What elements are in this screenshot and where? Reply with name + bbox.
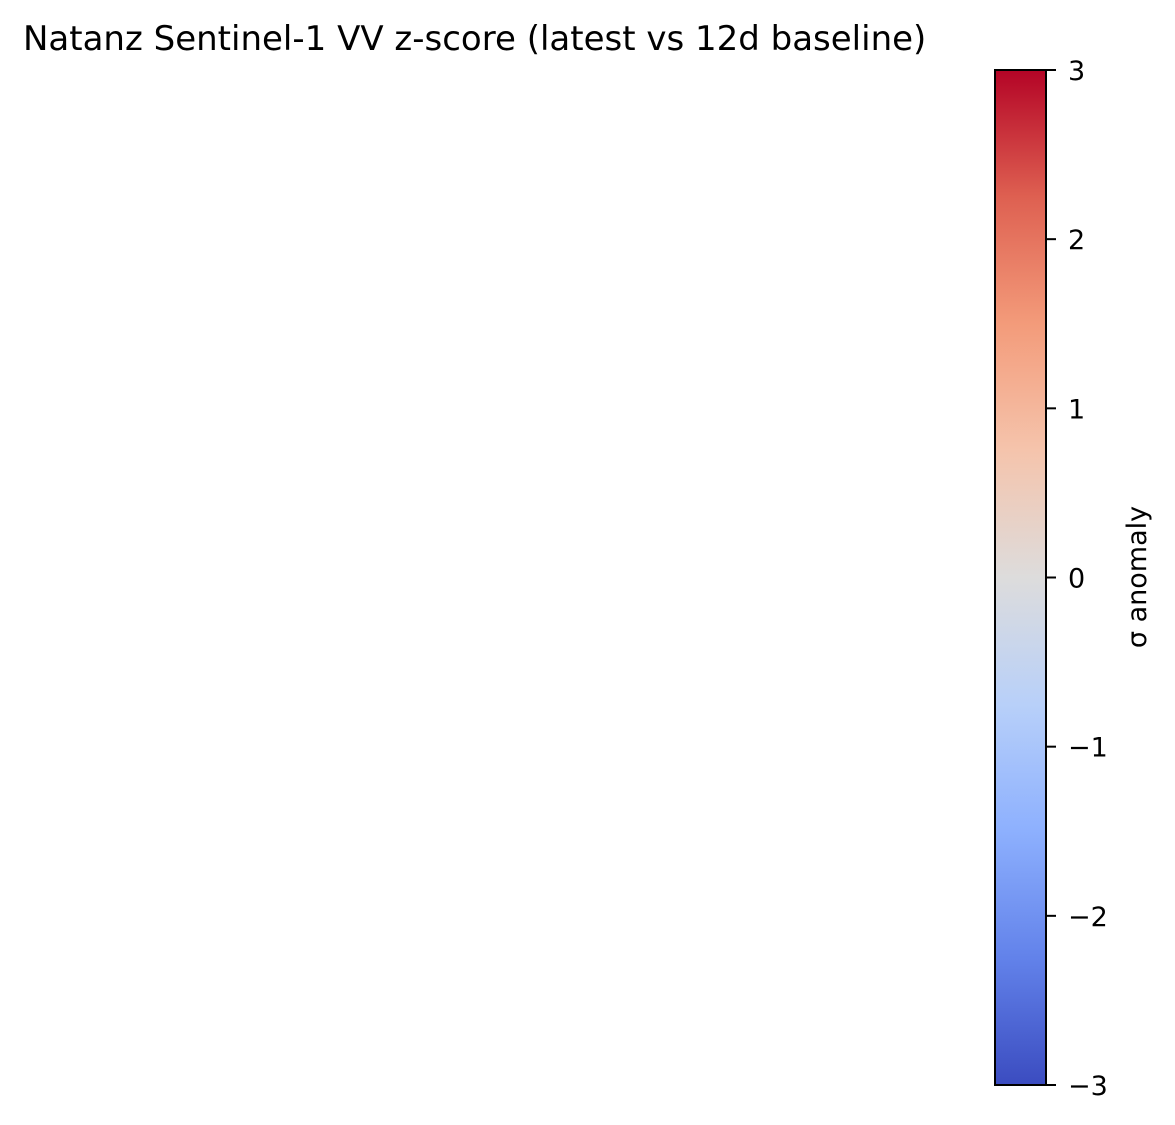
colorbar-tick-label: 2 xyxy=(1068,225,1085,256)
colorbar-label: σ anomaly xyxy=(1122,506,1153,648)
chart-title: Natanz Sentinel-1 VV z-score (latest vs … xyxy=(23,19,926,59)
colorbar-tick-label: 3 xyxy=(1068,56,1085,87)
colorbar: 3 2 1 0 −1 −2 −3 σ anomaly xyxy=(994,56,1153,1102)
colorbar-tick-label: −3 xyxy=(1068,1071,1108,1102)
colorbar-ticks: 3 2 1 0 −1 −2 −3 xyxy=(1046,56,1108,1102)
colorbar-tick-label: 0 xyxy=(1068,564,1085,595)
colorbar-tick-label: −2 xyxy=(1068,902,1108,933)
colorbar-tick-label: −1 xyxy=(1068,733,1108,764)
colorbar-tick-label: 1 xyxy=(1068,394,1085,425)
colorbar-gradient xyxy=(995,70,1046,1085)
